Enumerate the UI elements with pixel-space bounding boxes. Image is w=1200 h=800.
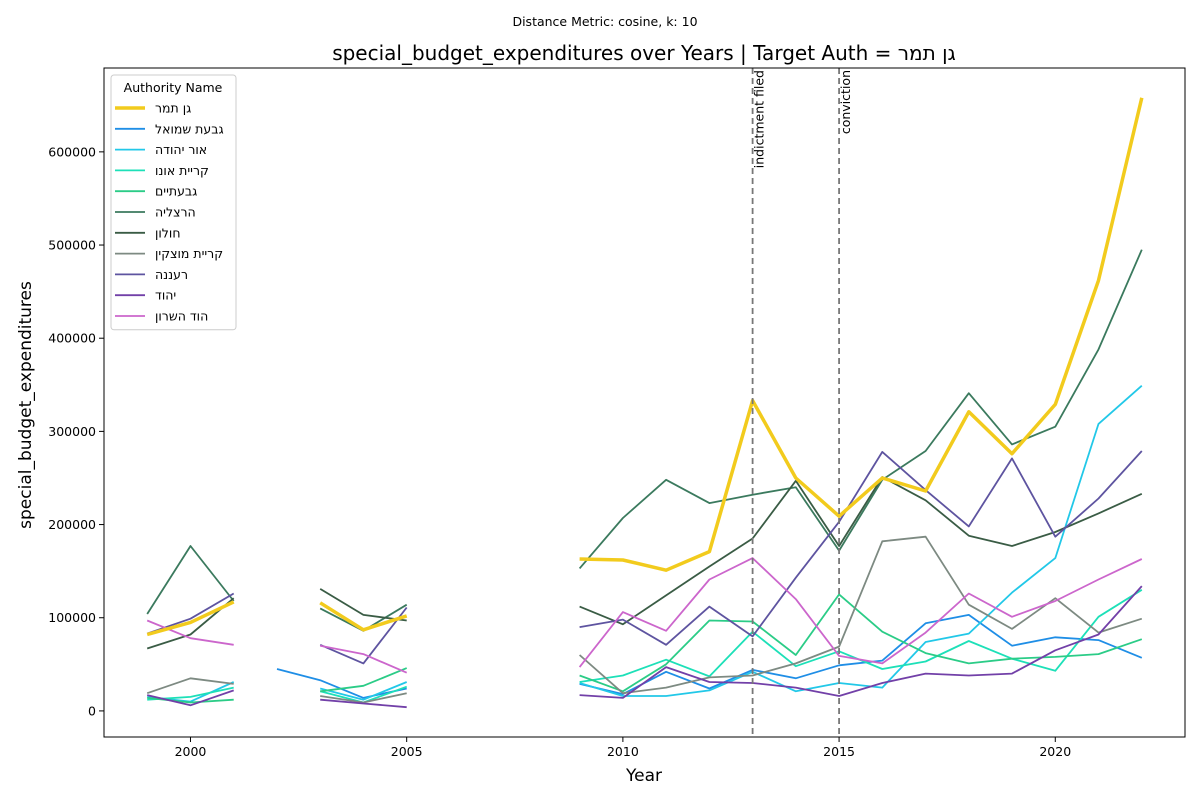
legend-label: חולון: [155, 225, 181, 240]
series-line: [319, 603, 408, 632]
x-tick-label: 2015: [823, 744, 855, 759]
series-line: [579, 585, 1143, 699]
series-line: [146, 600, 235, 637]
series-line: [579, 97, 1144, 572]
series-line: [319, 588, 407, 622]
series-line: [579, 385, 1143, 697]
y-axis-label: special_budget_expenditures: [16, 281, 36, 529]
legend-label: קריית מוצקין: [155, 246, 223, 261]
series-line: [578, 557, 1143, 668]
series-line: [147, 697, 234, 704]
x-tick-label: 2005: [391, 744, 423, 759]
series-line: [146, 619, 234, 646]
legend-label: הרצליה: [155, 205, 196, 220]
suptitle: Distance Metric: cosine, k: 10: [512, 14, 697, 29]
x-tick-label: 2010: [607, 744, 639, 759]
y-tick-label: 400000: [48, 331, 96, 346]
series-line: [579, 476, 1143, 626]
axes-frame: [103, 67, 1186, 738]
legend-title: Authority Name: [124, 80, 223, 95]
legend-label: רעננה: [155, 267, 188, 282]
legend-label: הוד השרון: [155, 309, 208, 324]
y-tick-label: 0: [88, 703, 96, 718]
legend-label: גן תמר: [155, 101, 191, 116]
legend-label: גבעת שמואל: [155, 121, 224, 136]
series-line: [578, 249, 1143, 569]
legend: Authority Name גן תמר גבעת שמואל אור יהודה ק…: [110, 74, 237, 331]
series-line: [320, 698, 407, 709]
series-line: [146, 677, 234, 695]
series-line: [319, 606, 408, 665]
series-line: [320, 667, 408, 693]
x-tick-label: 2000: [175, 744, 207, 759]
event-label: conviction: [838, 70, 853, 134]
series-line: [579, 614, 1143, 695]
series-line: [319, 681, 408, 701]
legend-label: גבעתיים: [155, 184, 197, 199]
legend-label: קריית אונו: [155, 163, 209, 178]
y-tick-label: 500000: [48, 238, 96, 253]
y-tick-label: 600000: [48, 144, 96, 159]
series-line: [320, 692, 407, 704]
series-line: [146, 545, 235, 615]
series-line: [319, 601, 408, 632]
y-tick-label: 100000: [48, 610, 96, 625]
plot-area: indictment filed conviction 2000 2005 2010 20…: [48, 67, 1186, 759]
series-line: [320, 644, 408, 674]
x-axis-label: Year: [625, 766, 662, 786]
series-line: [146, 592, 235, 635]
series-line: [146, 689, 234, 707]
legend-label: יהוד: [155, 288, 176, 303]
x-tick-label: 2020: [1039, 744, 1071, 759]
chart-title: special_budget_expenditures over Years |…: [332, 41, 956, 65]
y-tick-label: 200000: [48, 517, 96, 532]
y-tick-label: 300000: [48, 424, 96, 439]
series-line: [579, 450, 1143, 646]
legend-box: [110, 74, 237, 331]
event-label: indictment filed: [752, 70, 767, 168]
series-line: [579, 593, 1143, 693]
legend-label: אור יהודה: [155, 142, 207, 157]
